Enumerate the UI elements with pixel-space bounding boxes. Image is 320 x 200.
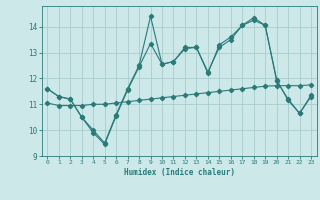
X-axis label: Humidex (Indice chaleur): Humidex (Indice chaleur) bbox=[124, 168, 235, 177]
